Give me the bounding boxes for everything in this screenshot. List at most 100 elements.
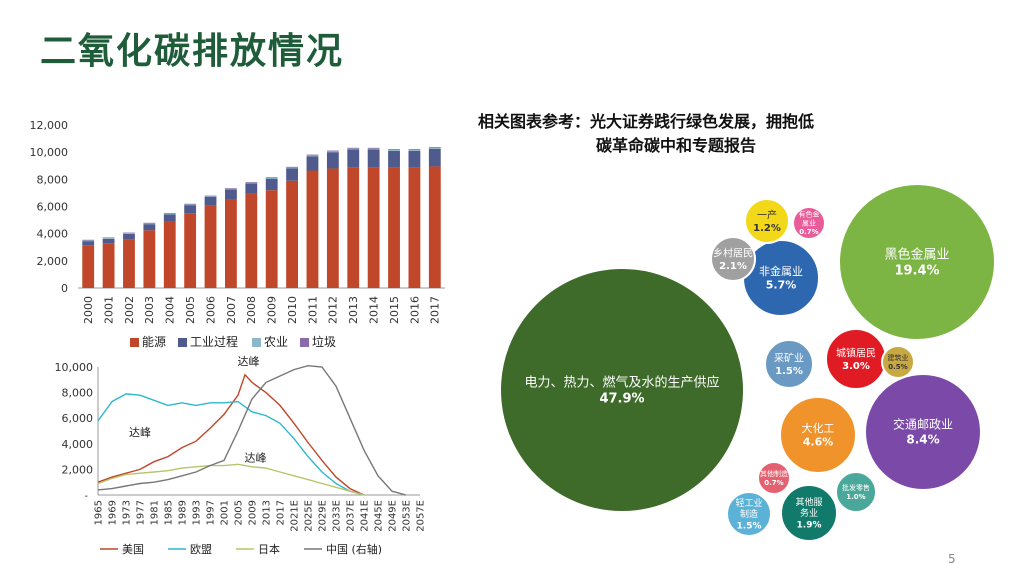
bar-segment [143,224,156,231]
bar-x-tick-label: 2002 [123,296,136,324]
bubble-value: 1.0% [846,493,865,501]
bubble-circle [835,471,877,513]
bubble-circle [881,345,915,379]
bubble-circle [710,236,756,282]
line-legend-label: 美国 [122,543,144,556]
bar-segment [163,213,176,215]
line-series [97,364,407,496]
bubble-label: 有色金 [799,210,820,219]
bar-segment [367,149,380,168]
bar-segment [102,243,115,288]
bar-legend-swatch [300,338,309,347]
bar-segment [347,167,360,288]
bar-x-tick-label: 2017 [429,296,442,324]
bar-segment [82,245,95,288]
bar-segment [326,168,339,288]
bar-segment [82,241,95,246]
bubble-circle [792,206,826,240]
bubble-circle [744,198,790,244]
line-series [97,463,365,496]
line-x-tick-label: 2025E [304,500,315,532]
bar-segment [408,167,421,288]
bar-segment [388,150,400,168]
bar-segment [184,204,197,206]
bar-x-tick-label: 2010 [286,296,299,324]
bar-segment [225,189,237,200]
bar-segment [245,193,258,288]
line-x-tick-label: 2049E [388,500,399,532]
bar-segment [265,177,278,178]
line-x-tick-label: 1969 [108,500,119,525]
bubble-label: 电力、热力、燃气及水的生产供应 [524,374,719,390]
line-x-tick-label: 2021E [290,500,301,532]
bar-segment [367,167,380,288]
line-x-tick-label: 1981 [150,500,161,525]
line-x-tick-label: 2037E [346,500,357,532]
bubble: 乡村居民 2.1% [710,236,756,282]
bar-segment [428,166,441,288]
bubble-label: 其他制造 [760,469,788,478]
bar-segment [245,182,258,183]
bar-segment [428,147,441,149]
line-legend-label: 欧盟 [190,543,212,556]
line-x-tick-label: 2017 [276,500,287,525]
line-x-tick-label: 2001 [220,500,231,525]
bar-segment [367,148,380,150]
bar-segment [388,149,400,151]
bar-segment [326,151,339,153]
bubble-value: 4.6% [803,436,834,449]
bar-segment [245,183,258,194]
bar-legend-label: 农业 [264,335,288,349]
bar-legend-swatch [252,338,261,347]
bar-x-tick-label: 2006 [204,296,217,324]
bubble: 采矿业 1.5% [764,339,814,389]
bar-x-tick-label: 2013 [347,296,360,324]
bubble-value: 1.5% [737,521,762,531]
bar-segment [306,154,319,156]
bubble-label: 黑色金属业 [884,246,949,262]
line-x-tick-label: 1985 [164,500,175,525]
bar-x-tick-label: 2016 [408,296,421,324]
bar-x-tick-label: 2004 [164,296,177,324]
bubble-circle [757,461,791,495]
bar-segment [326,150,339,152]
line-x-tick-label: 1997 [206,500,217,525]
line-legend-label: 中国 (右轴) [326,542,382,556]
bar-segment [123,233,135,234]
line-y-tick-label: 10,000 [55,361,94,374]
bar-segment [123,233,135,240]
line-annotation: 达峰 [245,452,267,465]
bubble-value: 1.5% [775,366,803,377]
bar-segment [286,180,298,288]
page-title: 二氧化碳排放情况 [40,31,345,72]
bubble-circle [499,267,745,513]
bar-x-tick-label: 2005 [184,296,197,324]
bar-segment [102,238,115,244]
bar-legend-swatch [178,338,187,347]
bar-segment [82,240,95,242]
bar-segment [225,188,237,189]
bubble-label: 城镇居民 [836,346,876,359]
bubble-value: 47.9% [599,392,644,407]
bar-segment [326,152,339,169]
line-y-tick-label: - [84,491,88,502]
bar-segment [388,167,400,288]
line-x-tick-label: 1977 [136,500,147,525]
bubble-label: 务业 [800,507,818,519]
bubble-label: 大化工 [802,421,835,435]
line-x-tick-label: 1989 [178,500,189,525]
bar-segment [265,178,278,191]
bar-segment [347,148,360,150]
bar-x-tick-label: 2015 [388,296,401,324]
bar-x-tick-label: 2012 [327,296,340,324]
bar-segment [286,168,298,181]
bubble: 城镇居民 3.0% [825,328,887,390]
line-series [97,373,365,496]
bar-x-tick-label: 2011 [306,296,319,324]
